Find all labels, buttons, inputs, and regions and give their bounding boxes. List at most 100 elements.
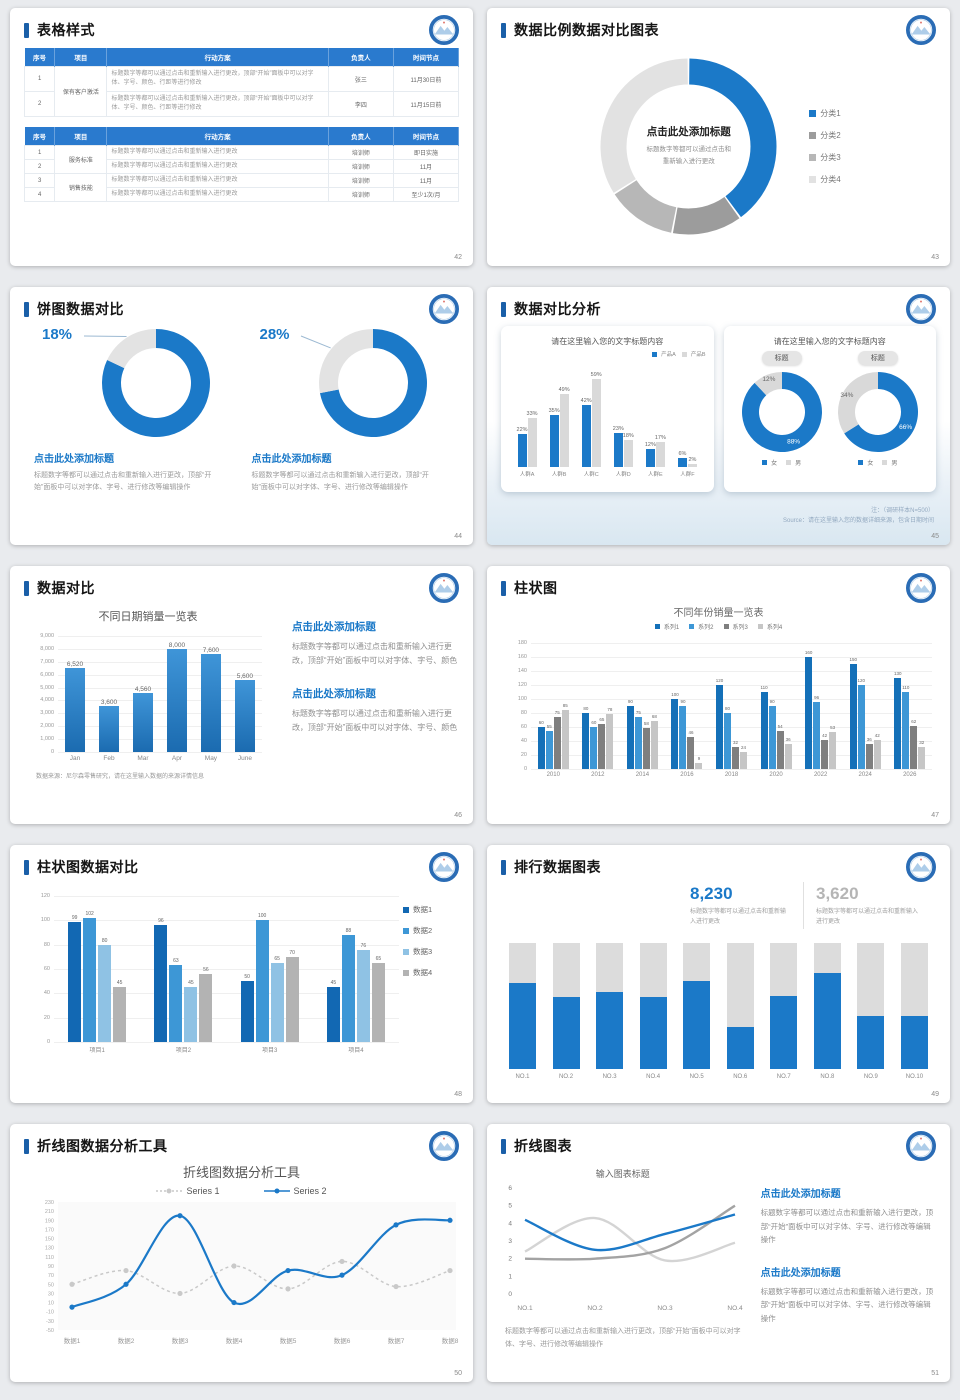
school-badge-icon: [429, 1131, 459, 1161]
school-badge-icon: [429, 294, 459, 324]
bar-value: 8,000: [168, 641, 186, 649]
bar: 85: [561, 703, 569, 769]
bar-value: 70: [289, 949, 295, 956]
slide-header: 数据对比: [24, 573, 459, 603]
x-label: 人群A: [519, 472, 535, 478]
bar-value: 78: [607, 707, 613, 713]
page-number: 48: [454, 1091, 462, 1098]
bar: 75: [553, 710, 561, 769]
slide-45[interactable]: 数据对比分析 请在这里输入您的文字标题内容 产品A 产品B 22% 33% 35% 49% 4…: [487, 287, 950, 545]
bar: 75: [634, 710, 642, 769]
gridline: [531, 741, 932, 742]
donut-chart: [83, 329, 210, 437]
slide-46[interactable]: 数据对比 不同日期销量一览表 9,000 8,000 7,000 6,000 5,000 4…: [10, 566, 473, 824]
donut-card: 请在这里输入您的文字标题内容 标题 12% 88% 女男标题 34% 66% 女男: [723, 326, 936, 492]
y-tick: 20: [43, 1014, 50, 1021]
legend-item: 数据3: [403, 946, 459, 957]
table-cell: 标题数字等都可以通过点击和重新输入进行更改: [106, 187, 329, 202]
school-badge-icon: [906, 852, 936, 882]
bar: 53: [829, 725, 837, 769]
legend-item: 系列3: [723, 622, 748, 631]
legend-item: 男: [786, 458, 801, 467]
bar: 160: [805, 650, 812, 769]
table-cell: 标题数字等都可以通过点击和重新输入进行更改，顶部“开始”面板中可以对字体、字号、…: [106, 91, 329, 117]
slide-42-body: 序号 项目 行动方案 负责人 时间节点 1 保有客户激活 标题数字等都可以通过点击和重新输入进…: [23, 48, 460, 250]
legend: 系列1 系列2 系列3 系列4: [501, 622, 936, 631]
bar: 35%: [549, 408, 560, 467]
bar-value: 35%: [548, 408, 560, 414]
table-cell: 1: [23, 145, 56, 160]
bar: 6%: [677, 451, 687, 467]
line-chart: 230 210 190 170 150 130 110 90 70 50 30 10 -10 -30 -50…: [45, 1200, 459, 1345]
legend-swatch-icon: [762, 460, 768, 465]
legend-item: 数据1: [403, 904, 459, 915]
slide-43-body: 点击此处添加标题 标题数字等都可以通过点击和 重新输入进行更改 分类1 分类2 分类3 分…: [501, 45, 936, 247]
bar-value: 45: [330, 980, 337, 987]
slide-46-body: 不同日期销量一览表 9,000 8,000 7,000 6,000 5,000 4,000 3…: [24, 603, 459, 805]
accent-bar: [24, 301, 29, 317]
block-heading: 点击此处添加标题: [251, 454, 332, 465]
gridline: [54, 896, 399, 897]
bar: 54: [776, 724, 784, 769]
table-cell: 11月: [392, 159, 460, 174]
svg-text:6: 6: [508, 1185, 512, 1192]
slide-42[interactable]: 表格样式 序号 项目 行动方案 负责人 时间节点 1 保有客户激活 标题数字等都可以通过点击和…: [10, 8, 473, 266]
slide-45-body: 请在这里输入您的文字标题内容 产品A 产品B 22% 33% 35% 49% 42% 59% 23…: [501, 324, 936, 526]
school-badge-icon: [429, 15, 459, 45]
bar-value: 23%: [612, 425, 624, 432]
page-number: 43: [931, 254, 939, 261]
bar-value: 130: [894, 671, 902, 676]
bar-groups: 99 102 80 45 96 63 45 56 50 100 65 70 45 88 76 65: [54, 896, 399, 1042]
bar: 18%: [623, 433, 634, 467]
chart-title: 折线图数据分析工具: [182, 1165, 300, 1180]
bar: 99: [68, 915, 82, 1042]
bar: 80: [582, 706, 590, 769]
slide-51[interactable]: 折线图表 输入图表标题 6 5 4 3 2 1 0 NO.1 NO.2 NO.3 NO.4 标题数字等都…: [487, 1124, 950, 1382]
legend-swatch-icon: [723, 624, 729, 629]
bar-value: 150: [849, 657, 857, 662]
slide-48[interactable]: 柱状图数据对比 120 100 80 60 40 20 0 99 102 80 45 96 63 45 56…: [10, 845, 473, 1103]
slide-title: 折线图数据分析工具: [37, 1138, 168, 1154]
bar-value: 6,520: [66, 660, 84, 668]
x-label: NO.4: [646, 1074, 661, 1080]
svg-text:34%: 34%: [840, 392, 853, 399]
slide-44[interactable]: 饼图数据对比 18% 点击此处添加标题 标题数字等都可以通过点击和重新输入进行更改，…: [10, 287, 473, 545]
card-title: 请在这里输入您的文字标题内容: [773, 337, 886, 346]
stacked-bar: [596, 943, 624, 1069]
bar: 5,600: [234, 673, 255, 752]
stacked-bar: [726, 943, 754, 1069]
bar: 130: [894, 671, 902, 769]
slide-49[interactable]: 排行数据图表 8,230 标题数字等都可以通过点击和重新输入进行更改 3,620 标题…: [487, 845, 950, 1103]
bar-value: 88: [345, 927, 352, 934]
bar: 8,000: [166, 642, 187, 752]
page-number: 45: [931, 533, 939, 540]
y-tick: 4,000: [40, 697, 54, 704]
table-cell: 服务标准: [54, 145, 108, 174]
bar-value: 6%: [678, 451, 687, 458]
x-label: 2010: [546, 772, 560, 778]
bar: 58: [642, 721, 650, 769]
svg-text:130: 130: [45, 1246, 54, 1252]
bar-value: 53: [830, 724, 836, 730]
stat-value: 3,620: [816, 884, 859, 903]
bar: 65: [371, 956, 385, 1042]
bar: 78: [606, 707, 614, 769]
stat-value: 8,230: [690, 884, 733, 903]
svg-text:数据4: 数据4: [226, 1336, 243, 1345]
accent-bar: [24, 859, 29, 875]
bar: 45: [113, 980, 127, 1042]
bar-value: 85: [562, 702, 568, 708]
slide-43[interactable]: 数据比例数据对比图表 点击此处添加标题 标题数字等都可以通过点击和 重新输入进行更…: [487, 8, 950, 266]
accent-bar: [501, 301, 506, 317]
line-chart: 6 5 4 3 2 1 0 NO.1 NO.2 NO.3 NO.4: [508, 1185, 743, 1312]
svg-text:数据2: 数据2: [118, 1336, 135, 1345]
x-label: 2022: [813, 772, 828, 778]
svg-text:NO.3: NO.3: [657, 1305, 673, 1312]
y-tick: 9,000: [40, 633, 54, 639]
bar: 59%: [591, 372, 602, 467]
table-cell: 11月15日前: [392, 91, 460, 117]
slide-47[interactable]: 柱状图 不同年份销量一览表 系列1 系列2 系列3 系列4 180 160 140 120 100…: [487, 566, 950, 824]
slide-50[interactable]: 折线图数据分析工具 折线图数据分析工具 Series 1 Series 2 230 21…: [10, 1124, 473, 1382]
bar: 88: [341, 928, 355, 1042]
slide-51-body: 输入图表标题 6 5 4 3 2 1 0 NO.1 NO.2 NO.3 NO.4 标题数字等都可以通过点…: [501, 1161, 936, 1363]
